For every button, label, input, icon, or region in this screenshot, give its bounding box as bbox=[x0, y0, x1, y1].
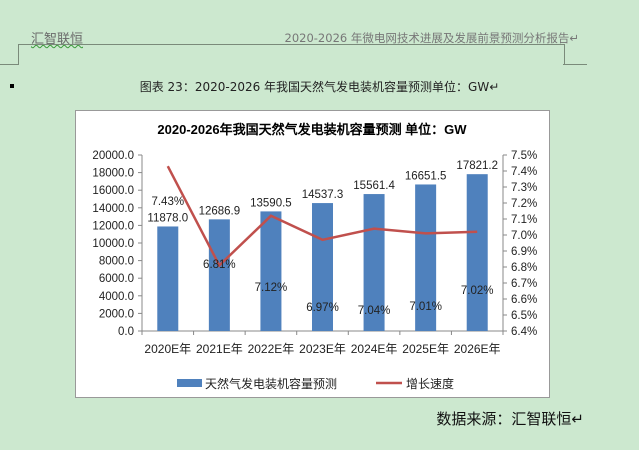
x-tick-label: 2026E年 bbox=[454, 342, 501, 356]
line-label: 7.02% bbox=[461, 285, 494, 297]
figure-caption: 图表 23：2020-2026 年我国天然气发电装机容量预测单位：GW↵ bbox=[139, 80, 500, 94]
right-tick-label: 6.7% bbox=[511, 278, 537, 290]
chart: 2020-2026年我国天然气发电装机容量预测 单位：GW 0.0 2000.0 4… bbox=[75, 110, 550, 398]
bar-label: 17821.2 bbox=[456, 160, 498, 172]
right-tick-label: 6.9% bbox=[511, 246, 537, 258]
legend-bar-label: 天然气发电装机容量预测 bbox=[205, 376, 337, 391]
line-label: 6.81% bbox=[203, 259, 236, 271]
bar-label: 11878.0 bbox=[147, 212, 188, 224]
bar bbox=[415, 184, 437, 331]
x-tick-label: 2021E年 bbox=[196, 342, 243, 356]
chart-svg: 2020-2026年我国天然气发电装机容量预测 单位：GW 0.0 2000.0 4… bbox=[92, 122, 537, 391]
bar-label: 14537.3 bbox=[302, 189, 344, 201]
bar-label: 15561.4 bbox=[353, 180, 395, 192]
x-tick-label: 2022E年 bbox=[248, 342, 295, 356]
left-tick-label: 6000.0 bbox=[99, 273, 134, 285]
margin-mark-right bbox=[563, 64, 587, 65]
left-tick-label: 4000.0 bbox=[99, 291, 134, 303]
right-tick-label: 6.5% bbox=[511, 310, 537, 322]
left-tick-label: 2000.0 bbox=[99, 308, 134, 320]
bar bbox=[157, 226, 179, 331]
right-tick-label: 6.4% bbox=[511, 326, 537, 338]
line-label: 7.04% bbox=[358, 305, 391, 317]
line-label: 7.43% bbox=[151, 196, 184, 208]
right-tick-label: 7.2% bbox=[511, 198, 537, 210]
left-tick-label: 16000.0 bbox=[92, 185, 134, 197]
legend-bar-swatch bbox=[177, 379, 202, 387]
line-label: 6.97% bbox=[306, 302, 339, 314]
x-tick-label: 2023E年 bbox=[299, 342, 346, 356]
source-note: 数据来源：汇智联恒↵ bbox=[436, 410, 584, 428]
right-tick-label: 6.6% bbox=[511, 294, 537, 306]
left-tick-label: 8000.0 bbox=[99, 256, 134, 268]
left-tick-label: 18000.0 bbox=[92, 168, 134, 180]
header-report-title: 2020-2026 年微电网技术进展及发展前景预测分析报告↵ bbox=[284, 31, 579, 45]
right-tick-label: 6.8% bbox=[511, 262, 537, 274]
bar bbox=[466, 174, 488, 331]
header-rule bbox=[18, 44, 565, 65]
right-tick-label: 7.3% bbox=[511, 182, 537, 194]
legend-line-label: 增长速度 bbox=[406, 376, 454, 391]
bar bbox=[312, 203, 333, 331]
bullet-icon bbox=[10, 84, 14, 88]
x-tick-label: 2025E年 bbox=[402, 342, 449, 356]
left-tick-label: 0.0 bbox=[118, 326, 134, 338]
growth-line bbox=[166, 165, 478, 268]
chart-title: 2020-2026年我国天然气发电装机容量预测 单位：GW bbox=[157, 122, 467, 137]
margin-mark-left bbox=[0, 64, 18, 65]
right-tick-label: 7.0% bbox=[511, 230, 537, 242]
left-tick-label: 20000.0 bbox=[92, 150, 134, 162]
x-tick-label: 2020E年 bbox=[144, 342, 191, 356]
bar-label: 12686.9 bbox=[199, 205, 241, 217]
left-tick-label: 12000.0 bbox=[92, 220, 134, 232]
right-tick-label: 7.5% bbox=[511, 150, 537, 162]
bar-label: 13590.5 bbox=[250, 197, 292, 209]
bar-label: 16651.5 bbox=[405, 170, 447, 182]
x-tick-label: 2024E年 bbox=[351, 342, 398, 356]
header-company: 汇智联恒 bbox=[31, 32, 84, 47]
right-tick-label: 7.1% bbox=[511, 214, 537, 226]
line-label: 7.12% bbox=[255, 282, 288, 294]
line-label: 7.01% bbox=[409, 301, 442, 313]
bar bbox=[260, 211, 282, 331]
bar bbox=[208, 219, 230, 331]
left-tick-label: 10000.0 bbox=[92, 238, 134, 250]
left-tick-label: 14000.0 bbox=[92, 203, 134, 215]
right-tick-label: 7.4% bbox=[511, 166, 537, 178]
